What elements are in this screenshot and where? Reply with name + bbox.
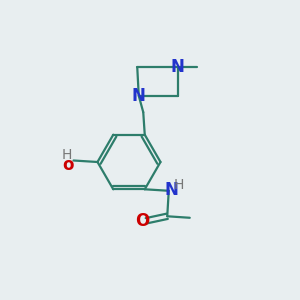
Text: O: O xyxy=(135,212,149,230)
Text: N: N xyxy=(164,181,178,199)
Text: H: H xyxy=(174,178,184,192)
Text: o: o xyxy=(62,156,74,174)
Text: H: H xyxy=(62,148,72,162)
Text: N: N xyxy=(132,87,146,105)
Text: N: N xyxy=(171,58,185,76)
